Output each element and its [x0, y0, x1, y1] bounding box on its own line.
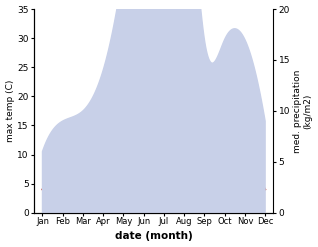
- Y-axis label: med. precipitation
(kg/m2): med. precipitation (kg/m2): [293, 69, 313, 153]
- Y-axis label: max temp (C): max temp (C): [5, 80, 15, 142]
- X-axis label: date (month): date (month): [115, 231, 193, 242]
